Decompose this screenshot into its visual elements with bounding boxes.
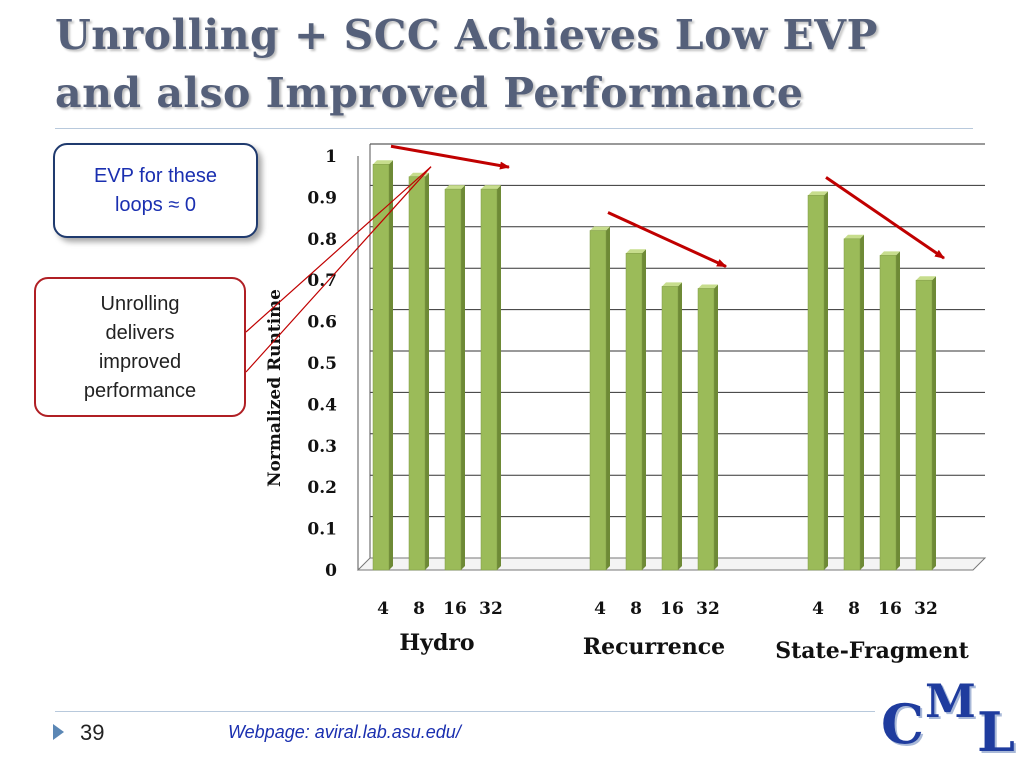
slide-title: Unrolling + SCC Achieves Low EVP and als… — [55, 6, 1015, 122]
unrolling-callout-line: Unrolling — [100, 293, 180, 315]
page-number: 39 — [80, 720, 105, 745]
y-tick-label: 0.3 — [307, 437, 337, 457]
bar — [807, 195, 825, 571]
bar — [480, 188, 498, 571]
bar-top — [698, 284, 718, 289]
trend-arrow — [825, 176, 945, 260]
bar-top — [844, 234, 864, 239]
group-label: Recurrence — [583, 634, 725, 660]
callout-connector — [245, 166, 432, 333]
y-tick-label: 0.6 — [307, 313, 337, 333]
footer-divider — [55, 711, 875, 712]
bar — [444, 188, 462, 571]
bar — [661, 286, 679, 571]
logo-letter-c: C — [881, 692, 924, 756]
bar — [372, 164, 390, 571]
group-label: Hydro — [399, 630, 474, 656]
bar-side — [497, 185, 501, 570]
unrolling-callout: Unrolling delivers improved performance — [34, 277, 246, 417]
y-tick-label: 0.5 — [307, 354, 337, 374]
logo-letter-m: M — [925, 674, 976, 728]
trend-arrow — [607, 211, 727, 268]
bar-side — [896, 251, 900, 571]
unrolling-callout-line: improved — [98, 351, 182, 373]
bar-top — [808, 191, 828, 196]
bar — [879, 255, 897, 571]
play-arrow-icon — [53, 724, 64, 740]
bar — [697, 288, 715, 571]
bar-side — [824, 191, 828, 570]
unrolling-callout-line: delivers — [105, 322, 175, 344]
bar-top — [373, 160, 393, 165]
bar-side — [642, 249, 646, 571]
y-tick-label: 0.4 — [307, 395, 337, 415]
bar-top — [626, 249, 646, 254]
bar-top — [481, 185, 501, 190]
bar — [843, 238, 861, 571]
bar-top — [916, 276, 936, 281]
y-tick-label: 1 — [325, 147, 337, 167]
y-tick-label: 0 — [325, 561, 337, 581]
x-tick-label: 8 — [848, 599, 860, 619]
title-divider — [55, 128, 973, 129]
bar-side — [606, 226, 610, 570]
x-tick-label: 8 — [630, 599, 642, 619]
x-tick-label: 32 — [696, 599, 720, 619]
y-tick-label: 0.9 — [307, 188, 337, 208]
bar-top — [590, 226, 610, 231]
unrolling-callout-line: performance — [83, 380, 197, 402]
callout-connector — [245, 166, 432, 373]
bar-side — [860, 234, 864, 571]
y-tick-label: 0.2 — [307, 478, 337, 498]
evp-callout: EVP for these loops ≈ 0 — [53, 143, 258, 238]
trend-arrow — [390, 144, 510, 170]
bar-side — [714, 284, 718, 570]
y-tick-label: 0.8 — [307, 230, 337, 250]
bar-top — [662, 282, 682, 287]
x-tick-label: 4 — [377, 599, 389, 619]
y-tick-label: 0.7 — [307, 271, 337, 291]
y-axis-title: Normalized Runtime — [265, 289, 285, 487]
x-tick-label: 32 — [914, 599, 938, 619]
x-tick-label: 4 — [594, 599, 606, 619]
bar — [408, 176, 426, 571]
title-line-2: and also Improved Performance — [55, 69, 804, 117]
cml-logo: C M L — [873, 672, 1023, 768]
bar-side — [678, 282, 682, 570]
x-tick-label: 16 — [878, 599, 902, 619]
footer-webpage-link[interactable]: Webpage: aviral.lab.asu.edu/ — [228, 722, 461, 742]
bar-side — [932, 276, 936, 570]
x-tick-label: 8 — [413, 599, 425, 619]
x-tick-label: 32 — [479, 599, 503, 619]
x-tick-label: 4 — [812, 599, 824, 619]
y-tick-label: 0.1 — [307, 520, 337, 540]
x-tick-label: 16 — [443, 599, 467, 619]
bar-top — [445, 185, 465, 190]
bar-side — [389, 160, 393, 570]
bar — [625, 253, 643, 571]
bar-side — [425, 172, 429, 570]
title-line-1: Unrolling + SCC Achieves Low EVP — [55, 11, 878, 59]
bar — [915, 279, 933, 571]
evp-callout-line-2: loops ≈ 0 — [114, 194, 197, 216]
logo-letter-l: L — [977, 700, 1015, 764]
evp-callout-line-1: EVP for these — [93, 165, 218, 187]
bar-top — [880, 251, 900, 256]
bar — [589, 230, 607, 571]
x-tick-label: 16 — [660, 599, 684, 619]
bar-side — [461, 185, 465, 570]
group-label: State-Fragment — [775, 638, 969, 664]
